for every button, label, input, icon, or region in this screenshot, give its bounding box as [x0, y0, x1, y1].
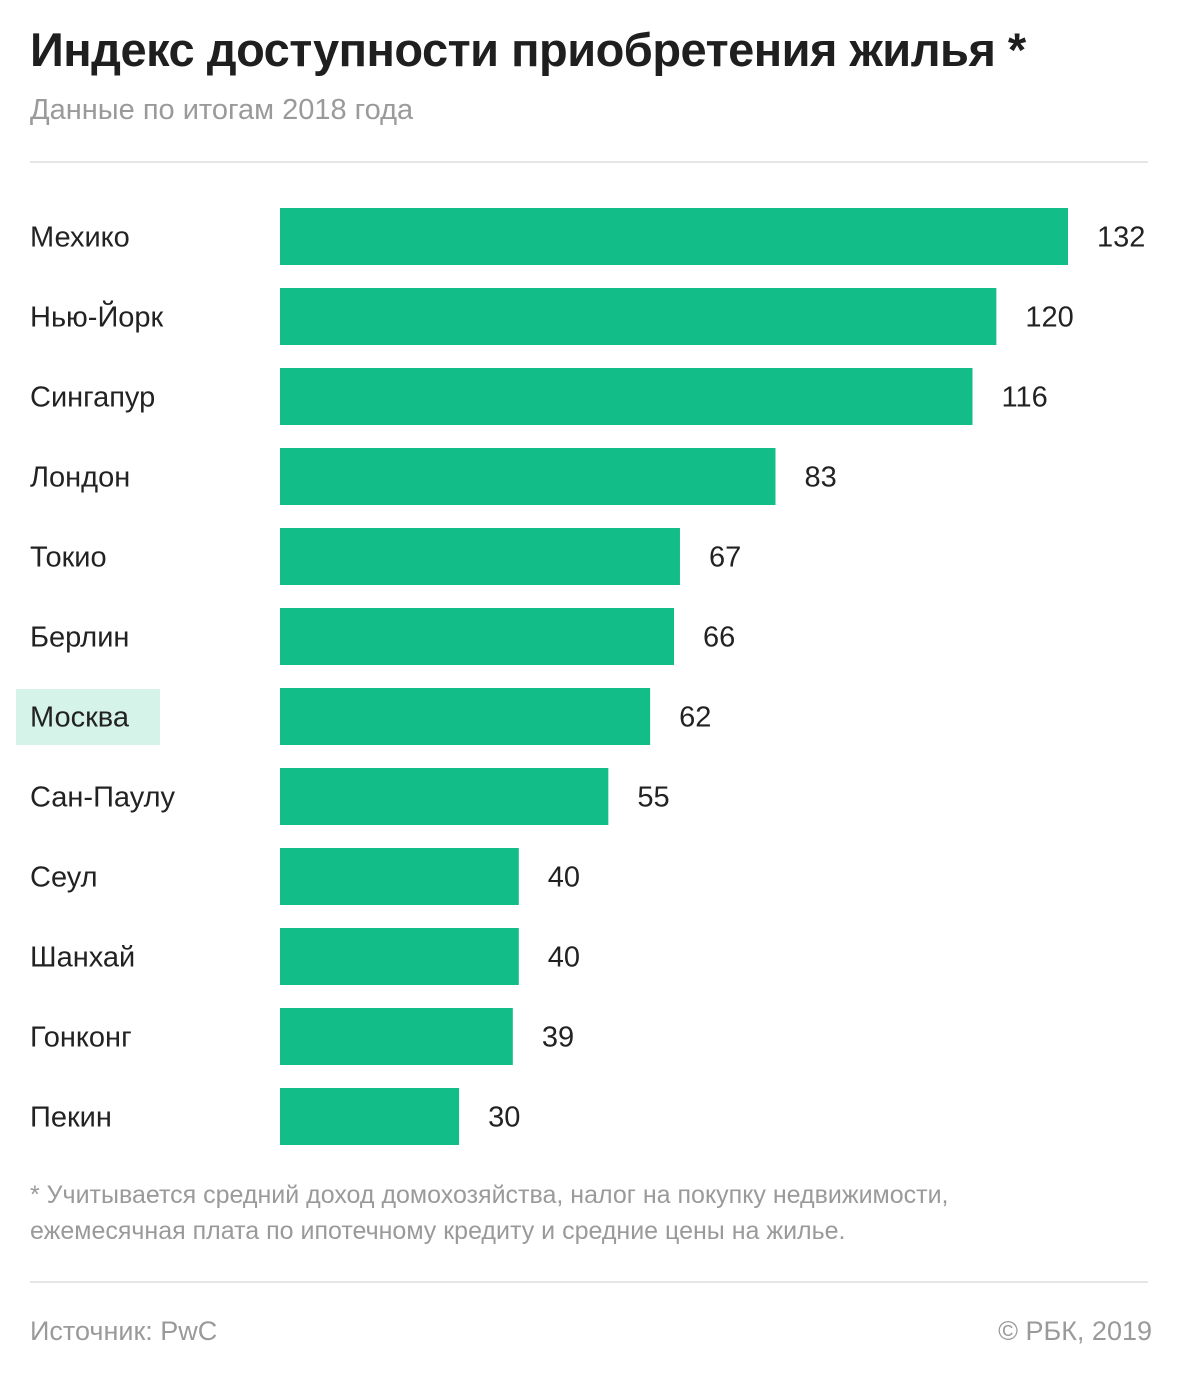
bar: [280, 928, 519, 985]
value-label: 132: [1097, 222, 1145, 254]
category-label: Берлин: [30, 622, 129, 654]
value-label: 39: [542, 1022, 574, 1054]
footnote-line-2: ежемесячная плата по ипотечному кредиту …: [30, 1217, 846, 1245]
value-label: 66: [703, 622, 735, 654]
category-label: Москва: [30, 702, 130, 734]
category-label: Пекин: [30, 1102, 112, 1134]
bar: [280, 208, 1068, 265]
copyright-label: © РБК, 2019: [998, 1316, 1152, 1346]
category-label: Мехико: [30, 222, 130, 254]
bar: [280, 688, 651, 745]
footnote-line-1: * Учитывается средний доход домохозяйств…: [30, 1181, 949, 1209]
bottom-divider: [30, 1281, 1148, 1283]
value-label: 116: [1001, 382, 1047, 414]
source-label: Источник: PwC: [30, 1316, 218, 1346]
value-label: 120: [1025, 302, 1073, 334]
category-label: Нью-Йорк: [30, 300, 164, 334]
value-label: 83: [804, 462, 836, 494]
category-label: Сан-Паулу: [30, 782, 176, 814]
category-label: Гонконг: [30, 1022, 132, 1054]
chart-title: Индекс доступности приобретения жилья *: [30, 23, 1026, 76]
bar: [280, 448, 776, 505]
value-label: 62: [679, 702, 711, 734]
category-label: Шанхай: [30, 942, 135, 974]
category-label: Сеул: [30, 862, 98, 894]
highlight-box: [16, 689, 160, 745]
category-label: Токио: [30, 542, 107, 574]
bar: [280, 1008, 513, 1065]
value-label: 30: [488, 1102, 520, 1134]
category-label: Лондон: [30, 462, 130, 494]
chart-subtitle: Данные по итогам 2018 года: [30, 94, 414, 126]
bar: [280, 848, 519, 905]
bar: [280, 1088, 460, 1145]
value-label: 67: [709, 542, 741, 574]
bar: [280, 368, 973, 425]
bar: [280, 528, 680, 585]
value-label: 40: [548, 942, 580, 974]
bar: [280, 768, 609, 825]
category-label: Сингапур: [30, 382, 155, 414]
bar: [280, 288, 997, 345]
value-label: 55: [637, 782, 669, 814]
bar: [280, 608, 674, 665]
top-divider: [30, 161, 1148, 163]
value-label: 40: [548, 862, 580, 894]
footnote: * Учитывается средний доход домохозяйств…: [30, 1177, 1150, 1249]
